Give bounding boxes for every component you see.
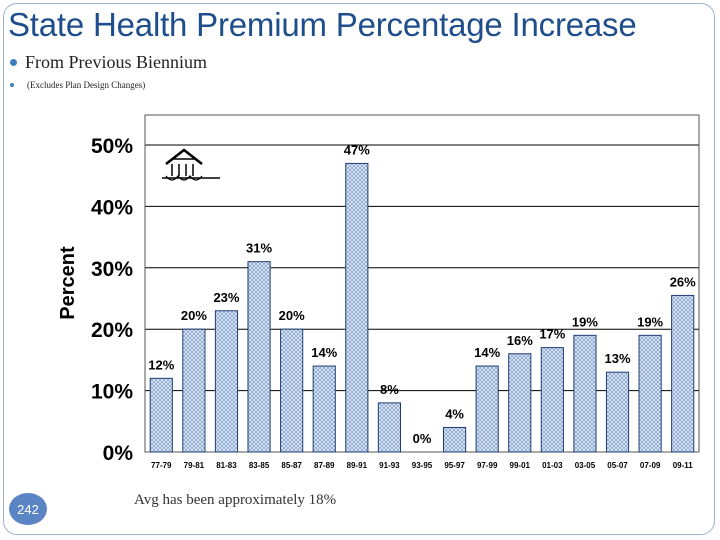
bar-value-label: 14% <box>311 345 337 360</box>
bar-value-label: 26% <box>670 274 696 289</box>
bar <box>671 294 695 453</box>
bar <box>312 365 336 453</box>
x-tick-label: 09-11 <box>673 461 694 470</box>
x-tick-label: 01-03 <box>542 461 563 470</box>
chart-bars <box>149 162 695 453</box>
bar-value-label: 23% <box>213 290 239 305</box>
bar <box>573 334 597 453</box>
x-tick-label: 81-83 <box>216 461 237 470</box>
bar-value-label: 17% <box>539 327 565 342</box>
x-tick-label: 77-79 <box>151 461 172 470</box>
x-tick-label: 85-87 <box>281 461 302 470</box>
chart-axis-ticks: 0% 10% 20% 30% 40% 50% 77-79 79-81 81-83 83-85 85-… <box>91 135 693 470</box>
bar <box>540 347 564 453</box>
bar-value-label: 4% <box>445 406 464 421</box>
bar <box>149 377 173 453</box>
bar <box>443 426 467 453</box>
bar-value-label: 20% <box>279 308 305 323</box>
slide-frame <box>3 3 715 535</box>
page-number-badge: 242 <box>9 493 47 525</box>
x-tick-label: 87-89 <box>314 461 335 470</box>
x-tick-label: 97-99 <box>477 461 498 470</box>
y-tick-label: 30% <box>91 258 133 281</box>
bar-value-label: 19% <box>637 314 663 329</box>
footer-note: Avg has been approximately 18% <box>134 492 337 508</box>
x-tick-label: 03-05 <box>575 461 596 470</box>
bar <box>638 334 662 453</box>
bar-value-label: 14% <box>474 345 500 360</box>
bar-value-label: 12% <box>148 357 174 372</box>
y-axis-label: Percent <box>57 246 79 320</box>
plot-frame <box>144 114 700 453</box>
bullet-dot-icon <box>10 59 17 66</box>
y-tick-label: 0% <box>103 442 134 465</box>
bar-value-label: 19% <box>572 314 598 329</box>
x-tick-label: 91-93 <box>379 461 400 470</box>
bar <box>605 371 630 453</box>
bar-value-label: 31% <box>246 241 272 256</box>
building-logo-icon <box>162 148 220 181</box>
slide-title: State Health Premium Percentage Increase <box>8 6 637 43</box>
bar <box>182 328 206 453</box>
bullet-main-text: From Previous Biennium <box>25 52 208 72</box>
bar-value-label: 13% <box>605 351 631 366</box>
bar-value-label: 0% <box>413 431 432 446</box>
bullet-sub: (Excludes Plan Design Changes) <box>10 80 145 90</box>
x-tick-label: 05-07 <box>607 461 628 470</box>
bar <box>345 162 369 453</box>
bar <box>214 310 239 453</box>
bar-value-label: 16% <box>507 333 533 348</box>
bar-value-label: 20% <box>181 308 207 323</box>
x-tick-label: 89-91 <box>347 461 368 470</box>
x-tick-label: 83-85 <box>249 461 270 470</box>
y-tick-label: 10% <box>91 381 133 404</box>
x-tick-label: 93-95 <box>412 461 433 470</box>
bar <box>377 402 401 453</box>
x-tick-label: 79-81 <box>184 461 205 470</box>
x-tick-label: 99-01 <box>510 461 531 470</box>
y-tick-label: 50% <box>91 135 133 158</box>
bar <box>247 261 271 453</box>
bullet-main: From Previous Biennium <box>10 52 207 73</box>
x-tick-label: 07-09 <box>640 461 661 470</box>
bullet-sub-text: (Excludes Plan Design Changes) <box>27 80 146 90</box>
bar <box>280 328 304 453</box>
bar-value-label: 47% <box>344 142 370 157</box>
chart-data-labels: 12% 20% 23% 31% 20% 14% 47% 8% 0% 4% 14% 16% 17% 19% 1… <box>148 142 696 446</box>
y-tick-label: 40% <box>91 196 133 219</box>
bar-value-label: 8% <box>380 382 399 397</box>
chart-gridlines <box>145 144 699 392</box>
bullet-dot-icon <box>10 83 14 87</box>
y-tick-label: 20% <box>91 319 133 342</box>
plot-area <box>144 114 700 453</box>
x-tick-label: 95-97 <box>444 461 465 470</box>
bar <box>475 365 499 453</box>
bar <box>508 353 532 453</box>
